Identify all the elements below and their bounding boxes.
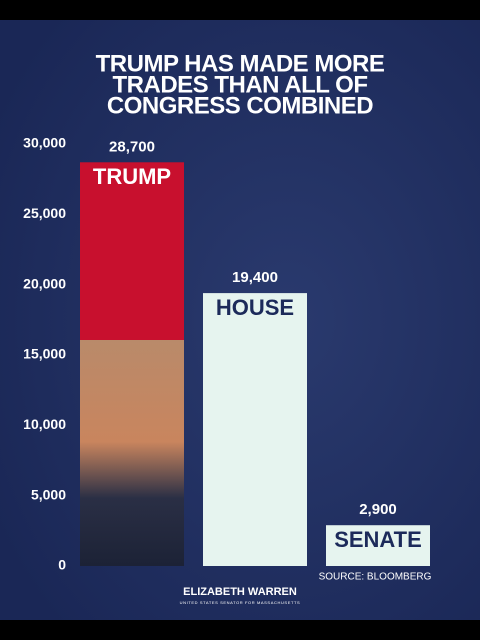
- y-tick-label: 0: [58, 557, 66, 573]
- y-tick-label: 10,000: [23, 416, 66, 432]
- title-line: TRUMP HAS MADE MORE: [96, 50, 385, 77]
- value-label: 28,700: [109, 138, 155, 155]
- bar: [326, 525, 430, 566]
- y-tick-label: 30,000: [23, 135, 66, 151]
- category-label: TRUMP: [93, 164, 171, 189]
- y-tick-label: 5,000: [31, 486, 66, 502]
- footer-subtitle: UNITED STATES SENATOR FOR MASSACHUSETTS: [180, 600, 301, 605]
- y-tick-label: 25,000: [23, 205, 66, 221]
- value-label: 2,900: [359, 501, 397, 518]
- value-label: 19,400: [232, 269, 278, 286]
- source: SOURCE: BLOOMBERG: [319, 572, 432, 583]
- footer: ELIZABETH WARREN: [183, 586, 297, 598]
- y-tick-label: 15,000: [23, 346, 66, 362]
- title-line: CONGRESS COMBINED: [107, 92, 373, 119]
- y-tick-label: 20,000: [23, 275, 66, 291]
- portrait: [80, 340, 184, 566]
- title-line: TRADES THAN ALL OF: [113, 71, 368, 98]
- category-label: SENATE: [334, 527, 422, 552]
- bar: [203, 293, 307, 566]
- category-label: HOUSE: [216, 295, 294, 320]
